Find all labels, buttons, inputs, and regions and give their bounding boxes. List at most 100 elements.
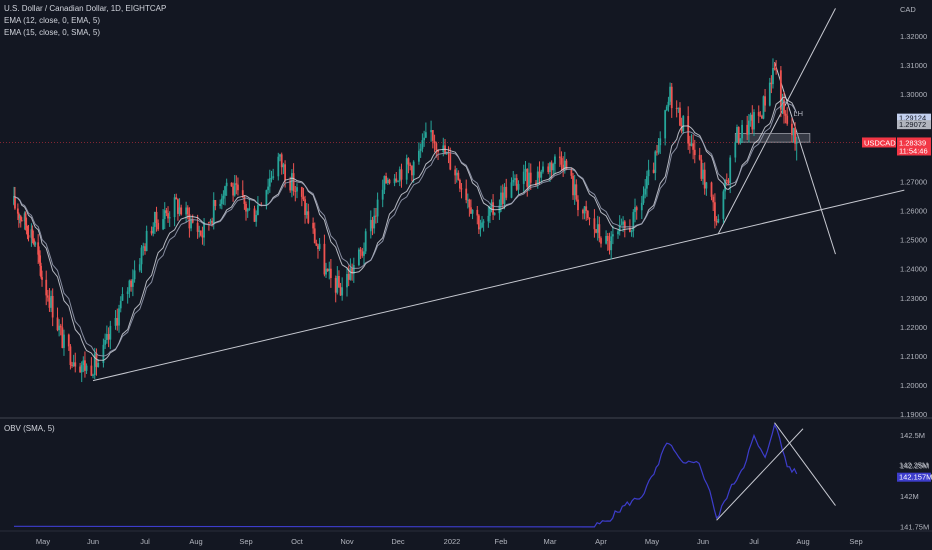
candle-body	[126, 291, 129, 294]
candle-body	[640, 202, 643, 211]
candle-body	[153, 211, 156, 227]
candle-body	[199, 230, 202, 236]
candle-body	[770, 82, 773, 85]
candle-body	[56, 317, 59, 331]
candle-body	[27, 235, 30, 238]
candle-body	[412, 161, 415, 176]
candle-body	[600, 238, 602, 244]
candle-body	[313, 228, 316, 244]
candle-body	[191, 219, 194, 223]
obv-label-bg	[897, 460, 931, 470]
candle-body	[538, 171, 541, 178]
candle-body	[634, 207, 636, 213]
candle-body	[623, 221, 626, 229]
candle-body	[647, 169, 650, 177]
obv-legend: OBV (SMA, 5)	[4, 424, 55, 433]
candle-body	[768, 82, 771, 106]
candle-body	[547, 166, 550, 173]
candle-body	[328, 268, 331, 272]
candle-body	[717, 218, 720, 223]
candle-body	[751, 114, 754, 130]
candle-body	[582, 210, 584, 214]
candle-body	[669, 86, 671, 102]
trendlines: LH	[0, 8, 905, 382]
obv-label-upper: 142.25M	[899, 460, 928, 469]
candle-body	[454, 169, 457, 176]
candle-body	[323, 243, 326, 275]
candle-body	[515, 178, 518, 190]
candle-body	[292, 173, 295, 192]
candle-body	[753, 112, 755, 130]
candle-body	[279, 154, 281, 157]
candle-body	[522, 171, 525, 184]
price-tick-label: 1.23000	[900, 294, 927, 303]
candle-body	[500, 192, 502, 206]
candle-body	[212, 200, 215, 224]
candle-body	[419, 148, 422, 151]
candle-body	[455, 172, 458, 176]
candle-body	[58, 325, 61, 331]
candle-body	[358, 249, 360, 266]
candle-body	[588, 217, 591, 219]
candle-body	[680, 125, 683, 132]
candle-body	[119, 300, 122, 309]
candle-body	[503, 186, 506, 204]
candle-body	[235, 183, 238, 185]
chart-title: U.S. Dollar / Canadian Dollar, 1D, EIGHT…	[4, 4, 167, 13]
candle-body	[652, 169, 655, 173]
candle-body	[724, 180, 726, 192]
candle-body	[542, 166, 544, 172]
candle-body	[375, 215, 377, 217]
moving-averages	[13, 96, 798, 361]
candle-body	[540, 171, 543, 178]
obv-line	[13, 423, 798, 528]
candle-body	[41, 277, 43, 280]
candle-body	[243, 195, 246, 204]
candle-body	[253, 208, 256, 222]
candle-body	[431, 130, 434, 141]
candle-body	[772, 68, 774, 85]
grid	[0, 417, 932, 532]
candle-body	[255, 214, 258, 222]
candle-body	[186, 207, 189, 214]
candle-body	[757, 112, 760, 116]
candle-body	[459, 179, 461, 189]
candle-body	[665, 106, 668, 111]
candle-body	[339, 287, 342, 296]
candle-body	[352, 265, 355, 274]
candle-body	[409, 164, 412, 166]
time-tick-label: Sep	[239, 537, 252, 546]
candle-body	[220, 198, 223, 204]
symbol-tag-bg	[862, 137, 896, 148]
candle-body	[773, 68, 776, 70]
price-tick-label: 1.31000	[900, 61, 927, 70]
obv-trendline	[774, 422, 836, 506]
candle-body	[670, 86, 673, 109]
candle-body	[572, 175, 574, 196]
ema-15-legend: EMA (15, close, 0, SMA, 5)	[4, 28, 101, 37]
obv-trendline	[716, 428, 804, 521]
candle-body	[675, 108, 678, 109]
candle-body	[188, 213, 191, 229]
candle-body	[277, 156, 280, 177]
candle-body	[423, 137, 426, 141]
candle-body	[17, 213, 20, 219]
candle-body	[612, 234, 614, 237]
obv-pane: 142.25M 142.157M	[13, 422, 932, 528]
candle-body	[59, 325, 62, 328]
candle-body	[180, 207, 183, 215]
time-tick-label: Jul	[749, 537, 759, 546]
price-tick-label: 1.21000	[900, 352, 927, 361]
candle-body	[779, 70, 782, 110]
price-label-bg	[897, 113, 931, 123]
candle-body	[381, 189, 384, 200]
price-tick-label: 1.22000	[900, 323, 927, 332]
candle-body	[605, 236, 607, 244]
candle-body	[173, 197, 176, 218]
candle-body	[246, 208, 249, 212]
candle-body	[257, 205, 259, 215]
candle-body	[712, 196, 715, 203]
candle-body	[79, 366, 81, 373]
candle-body	[107, 334, 110, 340]
